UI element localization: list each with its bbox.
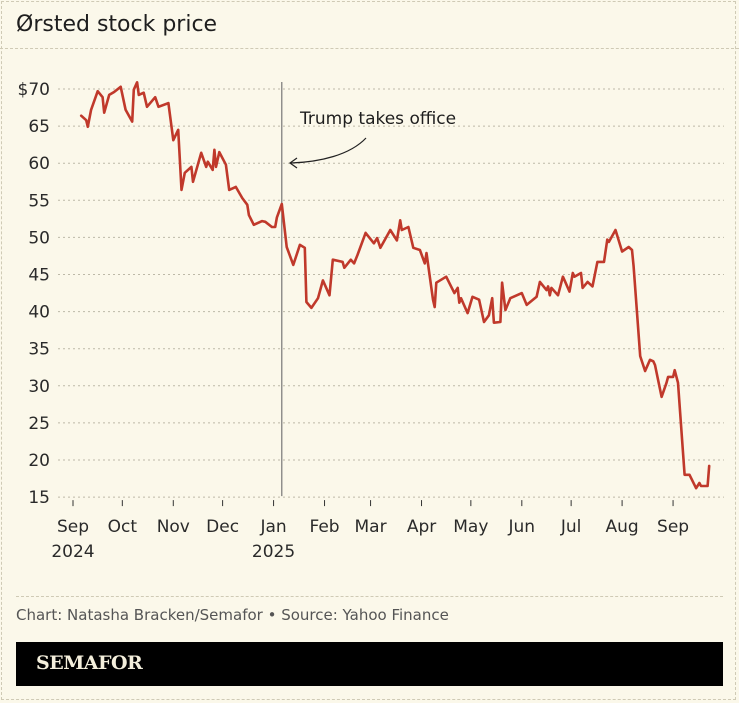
y-tick-label: 55 xyxy=(28,191,50,211)
y-tick-label: 20 xyxy=(28,451,50,471)
x-tick-label: Nov xyxy=(157,517,190,537)
x-tick-label: May xyxy=(453,517,488,537)
y-tick-label: 65 xyxy=(28,117,50,137)
y-tick-label: 45 xyxy=(28,266,50,286)
chart-title: Ørsted stock price xyxy=(16,12,218,37)
x-tick-label: Jun xyxy=(508,517,536,537)
x-tick-label: Jul xyxy=(560,517,582,537)
x-tick-label: Mar xyxy=(355,517,387,537)
x-tick-label: Sep xyxy=(57,517,89,537)
y-tick-label: 60 xyxy=(28,154,50,174)
x-tick-label: Oct xyxy=(108,517,138,537)
y-tick-label: 25 xyxy=(28,414,50,434)
line-chart: $70 65 60 55 50 45 40 35 30 25 20 15 Sep 2024 Oct Nov D… xyxy=(18,80,724,562)
y-tick-label: 40 xyxy=(28,303,50,323)
arrowhead-icon xyxy=(288,157,298,169)
x-tick-label: Dec xyxy=(206,517,239,537)
x-tick-label: Sep xyxy=(657,517,689,537)
y-tick-label: 15 xyxy=(28,488,50,508)
chart-credit: Chart: Natasha Bracken/Semafor • Source:… xyxy=(16,606,449,624)
annotation-arrow xyxy=(290,137,367,164)
x-tick-label: Aug xyxy=(605,517,638,537)
title-divider xyxy=(0,48,739,49)
y-tick-label: 35 xyxy=(28,340,50,360)
x-tick-label: Jan xyxy=(259,517,286,537)
x-year-label: 2024 xyxy=(51,542,94,562)
x-tick-label: Feb xyxy=(309,517,339,537)
y-tick-label: $70 xyxy=(18,80,50,100)
annotation-label: Trump takes office xyxy=(299,109,456,129)
price-line xyxy=(79,81,711,490)
footer-divider xyxy=(16,596,723,597)
x-tick-label: Apr xyxy=(407,517,436,537)
semafor-logo: SEMAFOR xyxy=(36,652,143,674)
brand-bar: SEMAFOR xyxy=(16,642,723,686)
y-tick-label: 50 xyxy=(28,228,50,248)
x-year-label: 2025 xyxy=(252,542,295,562)
y-tick-label: 30 xyxy=(28,377,50,397)
